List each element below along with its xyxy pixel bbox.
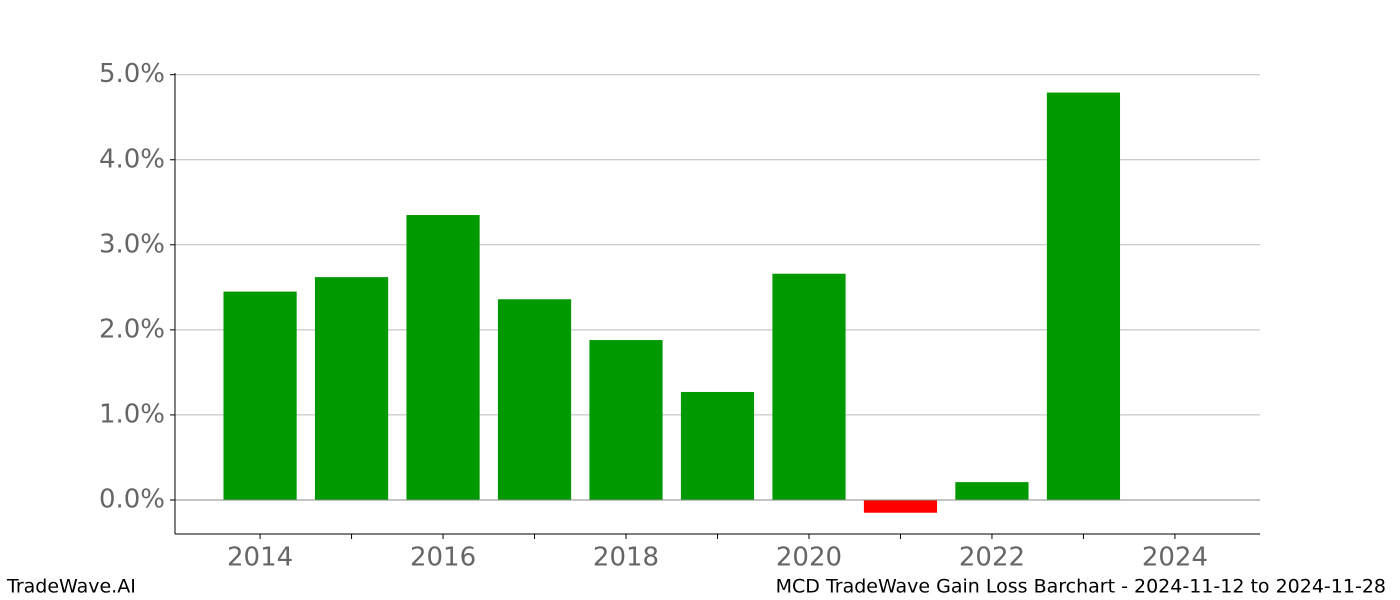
x-tick-label: 2020 [776, 543, 842, 573]
y-tick-label: 4.0% [99, 144, 165, 174]
bar [406, 215, 480, 500]
bar [589, 340, 663, 500]
x-tick-label: 2016 [410, 543, 476, 573]
y-tick-label: 3.0% [99, 229, 165, 259]
bar [772, 273, 846, 500]
bar [1046, 92, 1121, 500]
y-tick-label: 1.0% [99, 399, 165, 429]
brand: TradeWave.AI [6, 576, 136, 598]
x-tick-label: 2014 [227, 543, 293, 573]
chart-title: MCD TradeWave Gain Loss Barchart - 2024-… [776, 576, 1386, 598]
y-tick-label: 0.0% [99, 484, 165, 514]
bar [680, 391, 755, 500]
y-tick-label: 2.0% [99, 314, 165, 344]
x-tick-label: 2024 [1142, 543, 1208, 573]
bar [955, 482, 1029, 500]
bar [314, 277, 389, 500]
y-tick-label: 5.0% [99, 59, 165, 89]
bar [497, 299, 572, 500]
bar [863, 499, 938, 513]
x-tick-label: 2018 [593, 543, 659, 573]
bar [223, 291, 297, 500]
x-tick-label: 2022 [959, 543, 1025, 573]
